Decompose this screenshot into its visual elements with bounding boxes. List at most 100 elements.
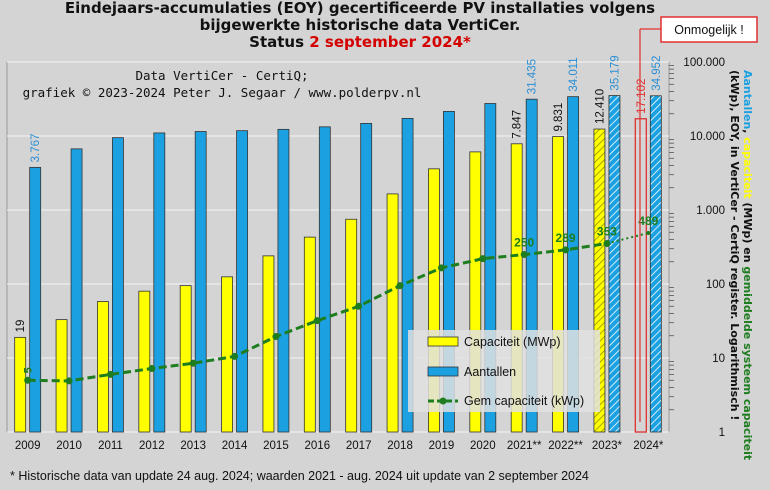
avg-marker [562,246,570,254]
chart-title: Eindejaars-accumulaties (EOY) gecertific… [0,0,720,51]
x-tick-label: 2011 [98,440,123,452]
bar-capacity [428,168,440,433]
bar-capacity [593,128,606,433]
avg-marker [65,377,73,385]
y-tick-label: 100 [706,279,725,291]
right-label-capacity: capaciteit [741,137,754,198]
x-tick-label: 2010 [56,440,82,452]
bar-capacity [55,319,68,433]
label-capacity: 7.847 [512,110,524,139]
bar-capacity [552,136,564,433]
bar-capacity [262,255,275,433]
bar-count [112,137,124,433]
label-count: 34.952 [651,56,663,91]
avg-marker [603,239,611,247]
avg-marker [355,302,363,310]
label-avg: 250 [514,236,534,250]
label-count: 3.767 [30,134,42,163]
bar-capacity [345,218,358,433]
bar-capacity [634,118,647,433]
label-count: 34.011 [568,57,580,91]
avg-marker [646,230,651,235]
avg-line-projection [606,232,649,245]
bar-series [14,95,662,433]
bar-count [360,123,373,433]
x-tick-label: 2018 [387,440,413,452]
label-capacity: 12.410 [594,89,606,124]
avg-marker [396,282,404,290]
legend-label-capacity: Capaciteit (MWp) [464,335,561,349]
bar-capacity [303,236,316,433]
right-axis-label: Aantallen, capaciteit (MWp) en gemiddeld… [728,70,754,460]
bar-capacity [97,301,109,433]
label-avg: 489 [638,214,658,228]
y-tick-label: 10 [712,353,725,365]
avg-line [27,241,608,383]
avg-marker [106,370,114,378]
label-count: 31.435 [527,59,539,94]
avg-marker [479,255,487,263]
x-tick-label: 2012 [139,440,165,452]
legend: Capaciteit (MWp) Aantallen Gem capacitei… [408,330,600,412]
label-avg: 5 [23,367,35,373]
right-label-count: Aantallen [741,70,754,129]
bar-capacity [221,276,233,433]
bar-count [318,126,331,433]
bar-count [401,117,414,433]
legend-swatch-count [427,366,459,377]
x-tick-label: 2015 [263,440,289,452]
status-date: 2 september 2024* [309,33,471,51]
avg-marker [189,359,197,367]
x-tick-label: 2013 [180,440,206,452]
label-avg: 289 [556,231,576,245]
x-tick-label: 2023* [592,440,623,452]
x-tick-label: 2014 [222,440,248,452]
legend-label-avg: Gem capaciteit (kWp) [464,394,584,408]
x-tick-label: 2009 [15,440,41,452]
x-axis-ticks: 2009 2010 2011 2012 2013 2014 2015 2016 2017 2018… [15,440,664,452]
bar-count [608,95,621,433]
bar-count [443,110,455,433]
bar-count [70,148,83,433]
x-tick-label: 2022** [548,440,583,452]
bar-capacity [138,290,151,433]
source-line-1: Data VertiCer - CertiQ; [135,68,308,83]
label-capacity: 19 [15,320,27,333]
y-tick-label: 1.000 [696,205,725,217]
x-tick-label: 2020 [470,440,496,452]
x-tick-label: 2024* [633,440,664,452]
label-capacity: 17.102 [636,79,648,114]
x-tick-label: 2021** [507,440,542,452]
y-tick-label: 1 [719,427,725,439]
title-status: Status 2 september 2024* [0,34,720,51]
impossible-callout: Onmogelijk ! [639,16,758,422]
avg-marker [24,376,32,384]
status-label: Status [249,33,310,51]
title-line-2: bijgewerkte historische data VertiCer. [199,16,521,34]
right-label-sep: , [741,129,754,137]
bar-count [567,96,579,433]
bar-count [649,95,662,433]
bar-count [484,103,497,433]
x-tick-label: 2016 [305,440,331,452]
legend-swatch-capacity [427,336,459,347]
y-tick-label: 100.000 [683,57,725,69]
bar-count [277,128,290,433]
bar-count [525,98,538,433]
label-avg: 353 [597,224,617,238]
bar-count [153,132,166,433]
legend-swatch-avg-marker [439,397,447,405]
avg-marker [437,264,445,272]
footnote: * Historische data van update 24 aug. 20… [10,469,589,483]
bar-count [29,166,42,433]
label-capacity: 9.831 [553,103,565,132]
bar-capacity [386,193,399,433]
bar-capacity [179,285,192,433]
bar-capacity [14,336,27,433]
callout-text: Onmogelijk ! [674,23,743,37]
avg-marker [272,333,280,341]
source-line-2: grafiek © 2023-2024 Peter J. Segaar / ww… [23,85,422,100]
x-tick-label: 2017 [346,440,372,452]
